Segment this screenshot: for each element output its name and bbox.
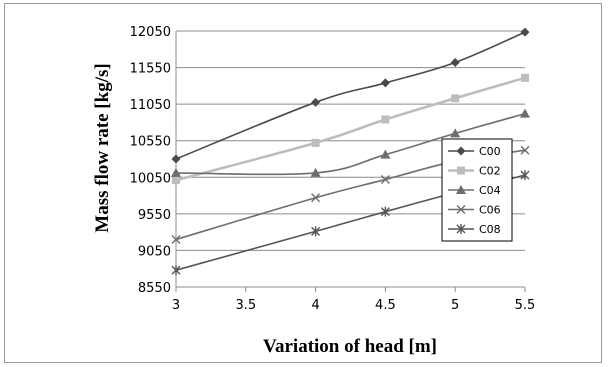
legend-label: C02 (479, 165, 501, 178)
data-point (171, 265, 181, 276)
data-point (381, 115, 390, 124)
x-tick-label: 4.5 (375, 298, 396, 313)
series-c04 (171, 108, 530, 177)
data-point (520, 145, 530, 155)
data-point (520, 170, 530, 181)
data-point (380, 78, 390, 88)
legend-label: C06 (479, 204, 501, 217)
y-tick-label: 10550 (130, 135, 171, 150)
data-point (171, 154, 181, 164)
legend-label: C04 (479, 184, 501, 197)
series-line-c04 (175, 112, 526, 176)
legend-marker (456, 224, 466, 234)
legend: C00 C02 C04 C06 C08 (441, 138, 513, 242)
data-point (172, 176, 180, 185)
y-tick-label: 11050 (130, 98, 171, 113)
series-c00 (171, 27, 530, 164)
legend-marker (456, 185, 466, 194)
data-point (521, 73, 529, 82)
legend-marker (457, 166, 465, 175)
data-point (450, 128, 461, 138)
data-point (380, 206, 390, 217)
x-tick-label: 5 (451, 298, 459, 313)
x-tick-label: 5.5 (515, 298, 536, 313)
data-point (171, 167, 181, 177)
x-tick-label: 3 (172, 298, 180, 313)
series-line-c00 (175, 31, 526, 160)
data-point (171, 234, 181, 244)
data-point (451, 94, 460, 103)
x-tick-label: 3.5 (235, 298, 256, 313)
series-line-c02 (175, 76, 526, 182)
x-axis-label: Variation of head [m] (263, 336, 437, 357)
y-tick-label: 10050 (130, 171, 171, 186)
y-tick-label: 11550 (130, 62, 171, 77)
data-point (520, 27, 530, 37)
data-point (311, 138, 320, 147)
y-tick-label: 8550 (138, 281, 171, 296)
data-point (380, 174, 390, 184)
y-axis-label: Mass flow rate [kg/s] (92, 63, 113, 232)
legend-label: C00 (479, 145, 501, 158)
series-c02 (172, 73, 529, 185)
data-point (450, 57, 460, 67)
data-point (311, 193, 321, 203)
data-point (520, 108, 530, 118)
y-tick-label: 9550 (138, 208, 171, 223)
x-tick-label: 4 (311, 298, 319, 313)
legend-marker (456, 146, 466, 156)
data-point (311, 226, 321, 237)
y-tick-label: 9050 (138, 244, 171, 259)
legend-marker (456, 205, 466, 214)
legend-item-c04: C04 (448, 184, 501, 197)
tick-labels: 8550 9050 9550 10050 10550 11050 11550 12050 3 3.… (130, 25, 536, 313)
data-point (380, 149, 391, 159)
y-tick-label: 12050 (130, 25, 171, 40)
data-point (311, 97, 321, 107)
data-point (310, 167, 321, 177)
legend-item-c02: C02 (448, 165, 501, 178)
legend-label: C08 (479, 223, 501, 236)
legend-item-c06: C06 (448, 204, 501, 217)
legend-item-c00: C00 (448, 145, 501, 158)
legend-item-c08: C08 (448, 223, 501, 236)
